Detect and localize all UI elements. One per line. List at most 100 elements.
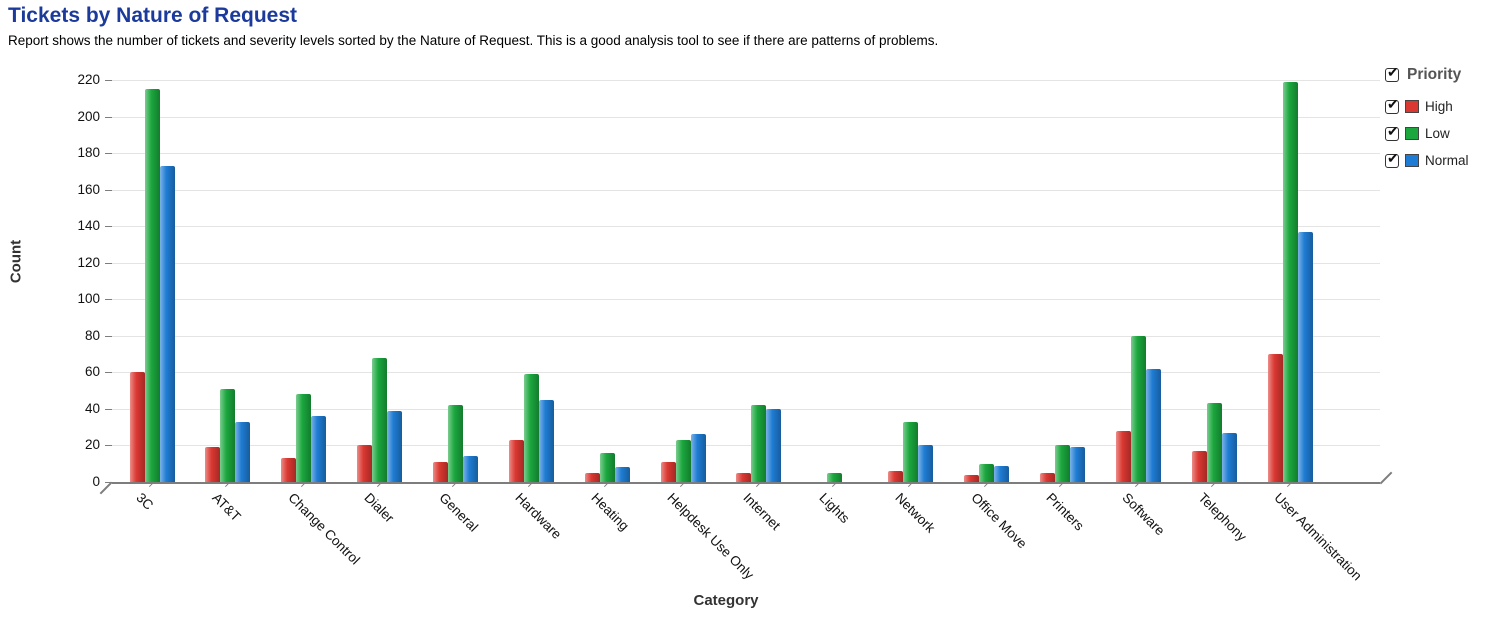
- bar-high-printers[interactable]: [1039, 472, 1055, 482]
- bar-normal-heating[interactable]: [614, 467, 630, 482]
- high-swatch: [1405, 100, 1419, 113]
- report-title: Tickets by Nature of Request: [8, 4, 298, 27]
- bar-chart: Count 0 20 40 60 80 100 120 140 160 180 200 220 3C AT…: [0, 58, 1500, 632]
- bar-low-internet[interactable]: [751, 405, 767, 482]
- high-checkbox[interactable]: [1385, 96, 1399, 114]
- y-tick-label: 100: [77, 291, 100, 307]
- bar-low-software[interactable]: [1130, 335, 1146, 482]
- bar-high-helpdesk-use-only[interactable]: [660, 461, 676, 482]
- y-tick: [105, 80, 112, 81]
- y-tick-label: 40: [84, 400, 100, 416]
- bar-normal-internet[interactable]: [766, 408, 782, 482]
- gridline: [112, 299, 1380, 301]
- legend-item-label: Normal: [1425, 153, 1469, 168]
- bar-normal-3c[interactable]: [159, 165, 175, 482]
- bar-high-at-t[interactable]: [205, 447, 221, 482]
- x-category-label: 3C: [133, 490, 157, 513]
- bar-normal-helpdesk-use-only[interactable]: [690, 434, 706, 482]
- bar-low-heating[interactable]: [599, 452, 615, 482]
- bar-normal-office-move[interactable]: [994, 465, 1010, 482]
- y-tick-label: 60: [84, 364, 100, 380]
- bar-high-hardware[interactable]: [508, 439, 524, 482]
- x-axis-line: [112, 482, 1380, 484]
- y-tick-label: 140: [77, 218, 100, 234]
- y-tick: [105, 372, 112, 374]
- bar-high-heating[interactable]: [584, 472, 600, 482]
- x-category-label: Telephony: [1195, 490, 1250, 545]
- y-tick: [105, 335, 112, 337]
- bar-high-internet[interactable]: [736, 472, 752, 482]
- bar-low-telephony[interactable]: [1206, 403, 1222, 482]
- gridline: [112, 153, 1380, 155]
- y-tick-label: 200: [77, 108, 100, 124]
- bar-normal-software[interactable]: [1145, 368, 1161, 482]
- bar-low-3c[interactable]: [144, 89, 160, 482]
- bar-low-at-t[interactable]: [220, 388, 236, 482]
- normal-checkbox[interactable]: [1385, 150, 1399, 168]
- bar-normal-at-t[interactable]: [235, 421, 251, 482]
- bar-high-software[interactable]: [1115, 430, 1131, 482]
- bar-normal-network[interactable]: [918, 445, 934, 482]
- gridline: [112, 189, 1380, 191]
- bar-high-change-control[interactable]: [281, 458, 297, 482]
- bar-normal-dialer[interactable]: [387, 410, 403, 482]
- x-category-label: Hardware: [512, 490, 565, 542]
- legend: Priority High Low Normal: [1385, 64, 1497, 180]
- x-category-label: AT&T: [209, 490, 244, 525]
- bar-normal-general[interactable]: [462, 456, 478, 482]
- y-tick-label: 80: [84, 327, 100, 343]
- bar-normal-user-administration[interactable]: [1297, 231, 1313, 482]
- bar-low-user-administration[interactable]: [1282, 81, 1298, 482]
- low-checkbox[interactable]: [1385, 123, 1399, 141]
- priority-checkbox[interactable]: [1385, 64, 1399, 82]
- bar-high-network[interactable]: [888, 471, 904, 482]
- gridline: [112, 445, 1380, 447]
- bar-high-3c[interactable]: [129, 372, 145, 482]
- bar-normal-telephony[interactable]: [1221, 432, 1237, 482]
- normal-swatch: [1405, 154, 1419, 167]
- bar-normal-printers[interactable]: [1069, 447, 1085, 482]
- x-axis-endcap-left: [99, 481, 113, 495]
- bar-normal-change-control[interactable]: [311, 416, 327, 482]
- bar-low-dialer[interactable]: [372, 357, 388, 482]
- legend-header: Priority: [1385, 64, 1497, 84]
- y-tick-label: 0: [92, 474, 100, 489]
- gridline: [112, 372, 1380, 374]
- x-axis-endcap-right: [1379, 471, 1393, 485]
- legend-item-high: High: [1385, 96, 1497, 114]
- bar-high-office-move[interactable]: [964, 474, 980, 482]
- y-tick: [105, 299, 112, 301]
- x-category-label: Internet: [740, 490, 784, 533]
- x-category-label: Change Control: [285, 490, 363, 568]
- bar-low-general[interactable]: [447, 405, 463, 482]
- bar-high-general[interactable]: [432, 461, 448, 482]
- bar-low-change-control[interactable]: [296, 394, 312, 482]
- gridline: [112, 116, 1380, 118]
- bar-high-user-administration[interactable]: [1267, 354, 1283, 482]
- bar-low-office-move[interactable]: [979, 463, 995, 482]
- y-tick: [105, 153, 112, 155]
- y-tick: [105, 226, 112, 228]
- x-category-label: User Administration: [1271, 490, 1365, 584]
- y-tick: [105, 262, 112, 264]
- gridline: [112, 80, 1380, 81]
- bar-low-network[interactable]: [903, 421, 919, 482]
- legend-item-label: Low: [1425, 126, 1450, 141]
- y-axis-title: Count: [7, 239, 25, 284]
- bar-normal-hardware[interactable]: [538, 399, 554, 482]
- bar-high-telephony[interactable]: [1191, 450, 1207, 482]
- bar-low-hardware[interactable]: [523, 374, 539, 482]
- bar-low-printers[interactable]: [1054, 445, 1070, 482]
- y-tick-label: 180: [77, 145, 100, 161]
- bar-high-dialer[interactable]: [357, 445, 373, 482]
- x-category-label: Office Move: [967, 490, 1030, 552]
- legend-item-label: High: [1425, 99, 1453, 114]
- x-category-label: General: [436, 490, 482, 535]
- report-subtitle: Report shows the number of tickets and s…: [8, 33, 939, 48]
- bar-low-lights[interactable]: [827, 472, 843, 482]
- y-tick: [105, 116, 112, 118]
- y-tick-label: 20: [84, 437, 100, 453]
- bar-low-helpdesk-use-only[interactable]: [675, 439, 691, 482]
- gridline: [112, 335, 1380, 337]
